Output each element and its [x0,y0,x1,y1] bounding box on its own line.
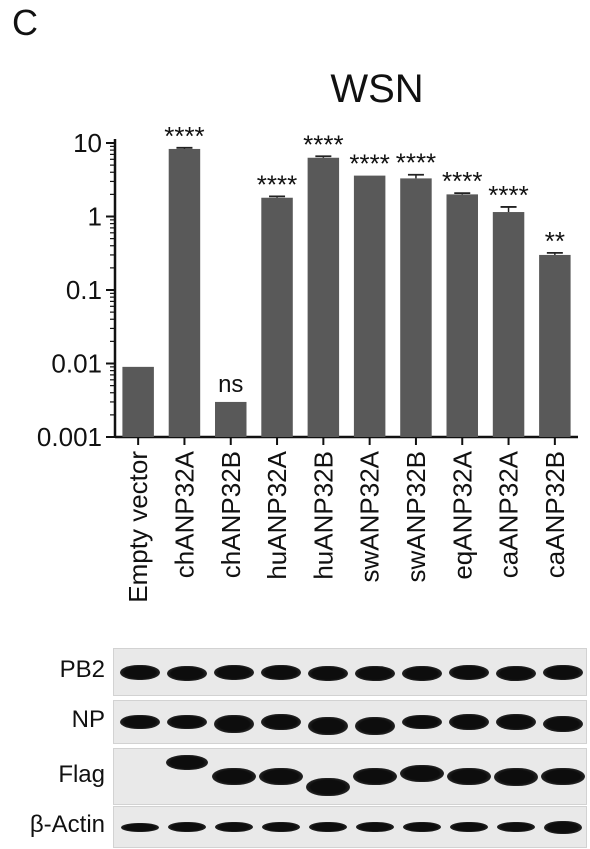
plot-area: 0.001 0.01 0.1 1 10 Empty vector **** chANP32A n… [37,121,578,603]
y-tick-label: 0.1 [66,275,102,305]
blot-band [306,777,350,796]
bar [307,157,340,437]
blot-row-label: β-Actin [29,811,105,838]
significance-label: **** [396,148,436,178]
blot-band [309,822,347,832]
x-tick-label: huANP32A [262,450,292,579]
significance-label: **** [349,149,389,179]
bar [122,366,154,437]
blot-band [308,717,348,735]
blot-band [447,768,491,785]
blot-band [120,715,160,729]
blot-band [450,822,488,832]
chart-title: WSN [330,67,423,111]
significance-label: **** [488,180,528,210]
blot-strip [113,748,587,805]
blot-band [496,665,536,681]
y-tick-label: 10 [73,128,102,158]
blot-band [449,664,489,680]
bar [353,175,386,438]
blot-row-label: Flag [58,760,105,788]
significance-label: **** [303,129,343,159]
blot-strip [113,700,587,744]
blot-band [355,665,395,681]
blot-band [214,715,254,733]
blot-strip [113,648,587,696]
blot-band [212,768,256,785]
blot-band [402,715,442,729]
blot-band [168,822,206,832]
blot-strip [113,806,587,848]
blot-band [121,822,159,832]
x-tick-label: swANP32A [355,450,385,582]
y-tick-label: 0.01 [51,349,102,379]
blot-band [120,664,160,680]
blot-band [262,822,300,832]
bar [215,401,247,437]
y-tick-label: 1 [88,202,102,232]
blot-band [402,665,442,681]
blot-row-label: PB2 [59,656,105,683]
blot-band [543,716,583,732]
blot-band [543,664,583,680]
x-tick-label: Empty vector [123,451,153,603]
bar [446,194,478,437]
blot-band [308,665,348,681]
bar [400,178,432,437]
blot-band [167,715,207,729]
blot-band [541,768,585,785]
bar [261,197,293,437]
x-tick-label: huANP32B [308,451,338,580]
significance-label: **** [442,166,482,196]
significance-label: ** [545,226,565,256]
x-tick-label: eqANP32A [447,450,477,579]
blot-band [355,717,395,735]
bar [539,254,571,437]
blot-band [497,822,535,832]
blot-band [259,768,303,785]
blot-band [403,822,441,832]
blot-band [496,714,536,730]
panel-letter: C [12,2,38,43]
blot-band [544,820,582,834]
blot-band [353,768,397,785]
blot-band [167,665,207,681]
significance-label: ns [218,371,243,398]
blot-band [449,714,489,730]
x-tick-label: caANP32B [540,451,570,578]
blot-band [400,765,444,782]
blot-band [261,664,301,680]
x-tick-label: chANP32A [169,450,199,578]
bar [492,212,525,437]
significance-label: **** [164,121,204,151]
x-tick-label: caANP32A [494,450,524,578]
blot-band [215,822,253,832]
blot-band [166,755,208,770]
x-tick-label: chANP32B [216,451,246,578]
blot-band [356,822,394,832]
blot-row-label: NP [71,706,105,733]
significance-label: **** [257,169,297,199]
y-tick-label: 0.001 [37,422,102,452]
x-tick-label: swANP32B [401,451,431,583]
blot-band [494,767,538,786]
bar [168,148,201,437]
bar-chart: WSN 0.001 0.01 0.1 1 10 Empty vector **** chANP… [37,67,578,603]
blot-band [261,714,301,730]
blot-band [214,664,254,680]
